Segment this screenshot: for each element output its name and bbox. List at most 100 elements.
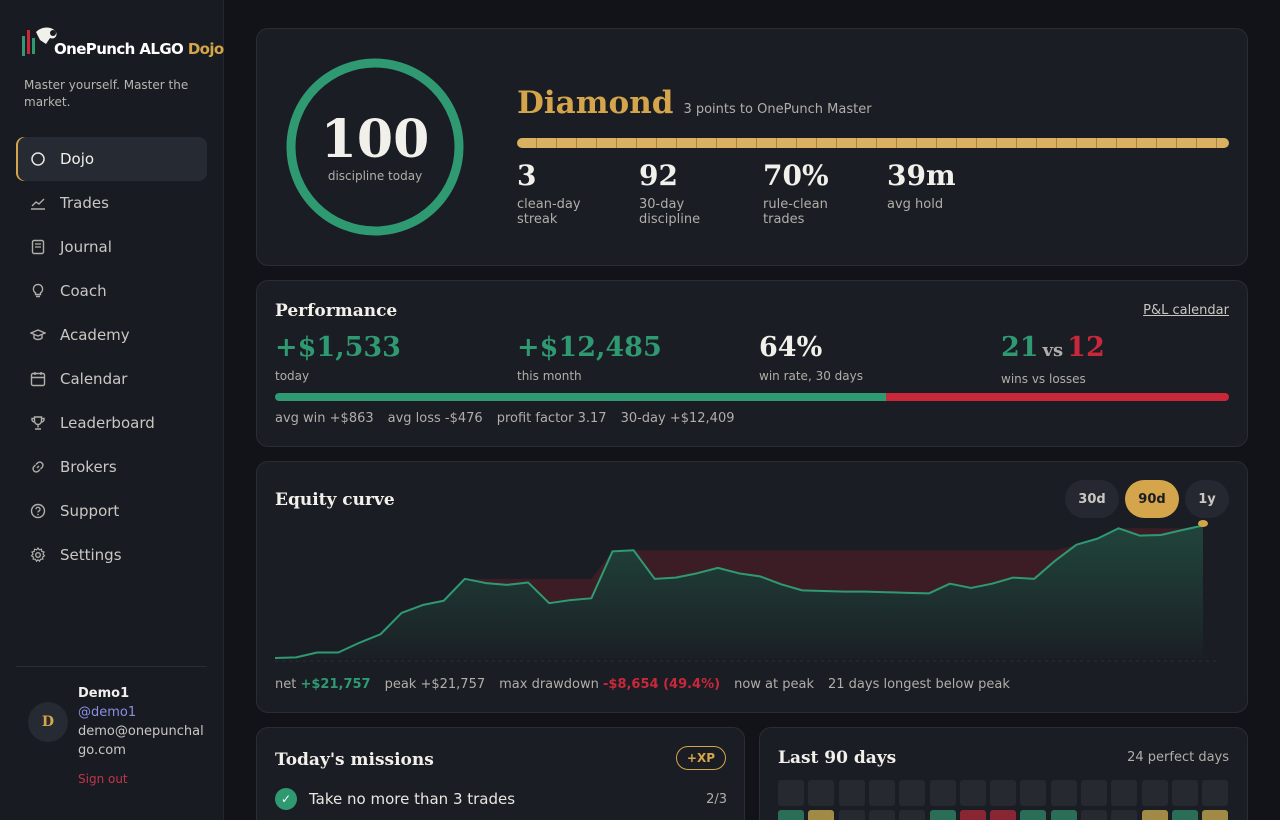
day-cell[interactable] xyxy=(1202,780,1229,806)
nav-item-coach[interactable]: Coach xyxy=(16,269,207,313)
day-cell[interactable] xyxy=(1171,780,1198,806)
performance-footer: avg win +$863 avg loss -$476 profit fact… xyxy=(275,411,749,426)
nav-item-trades[interactable]: Trades xyxy=(16,181,207,225)
nav-item-label: Trades xyxy=(60,194,109,212)
day-cell[interactable] xyxy=(1050,780,1077,806)
day-cell[interactable] xyxy=(1111,780,1138,806)
day-cell[interactable] xyxy=(1050,810,1077,820)
rank-progress-bar xyxy=(517,138,1229,148)
day-cell[interactable] xyxy=(808,780,835,806)
day-cell[interactable] xyxy=(838,810,865,820)
nav-item-label: Brokers xyxy=(60,458,117,476)
link-icon xyxy=(32,461,44,473)
losses-count: 12 xyxy=(1067,332,1105,363)
day-cell[interactable] xyxy=(808,810,835,820)
app-logo[interactable]: OnePunch ALGO Dojo xyxy=(20,22,224,60)
day-cell[interactable] xyxy=(838,780,865,806)
metric-wins-vs-losses: 21 vs 12 wins vs losses xyxy=(1001,331,1105,386)
lightbulb-icon xyxy=(32,283,44,298)
last-90-days-card: Last 90 days 24 perfect days xyxy=(759,727,1248,820)
nav-item-label: Settings xyxy=(60,546,122,564)
day-cell[interactable] xyxy=(929,810,956,820)
stat-avg-hold: 39m avg hold xyxy=(887,159,956,227)
metric-this-month: +$12,485 this month xyxy=(517,331,662,383)
day-cell[interactable] xyxy=(778,810,804,820)
day-cell[interactable] xyxy=(1202,810,1229,820)
notebook-icon xyxy=(31,239,45,255)
nav-item-journal[interactable]: Journal xyxy=(16,225,207,269)
sign-out-link[interactable]: Sign out xyxy=(78,772,128,786)
avg-win: avg win +$863 xyxy=(275,411,374,426)
equity-curve-card: Equity curve 30d 90d 1y net +$21,757 pea… xyxy=(256,461,1248,713)
current-equity-marker xyxy=(1198,519,1208,527)
day-cell[interactable] xyxy=(899,810,926,820)
day-cell[interactable] xyxy=(868,780,895,806)
nav-item-calendar[interactable]: Calendar xyxy=(16,357,207,401)
loss-segment xyxy=(885,393,1229,401)
discipline-ring-progress xyxy=(286,58,464,236)
day-cell[interactable] xyxy=(990,810,1017,820)
day-cell[interactable] xyxy=(959,780,986,806)
stat-value: 39m xyxy=(887,159,956,192)
stat-value: 70% xyxy=(763,159,829,192)
day-cell[interactable] xyxy=(1171,810,1198,820)
metric-label: today xyxy=(275,369,310,383)
xp-badge: +XP xyxy=(675,746,726,770)
nav-item-dojo[interactable]: Dojo xyxy=(16,137,207,181)
day-cell[interactable] xyxy=(1081,780,1107,806)
profit-factor: profit factor 3.17 xyxy=(496,411,607,426)
circle-icon xyxy=(31,152,45,166)
net-stat: net +$21,757 xyxy=(275,677,371,692)
drawdown-area xyxy=(275,525,1203,658)
metric-value: 64% xyxy=(759,332,823,363)
nav-item-label: Academy xyxy=(60,326,130,344)
graduation-cap-icon xyxy=(30,329,46,341)
nav-item-settings[interactable]: Settings xyxy=(16,533,207,577)
day-cell[interactable] xyxy=(868,810,895,820)
trophy-icon xyxy=(31,416,45,430)
day-cell[interactable] xyxy=(1020,780,1047,806)
range-tab-90d[interactable]: 90d xyxy=(1125,480,1179,518)
equity-chart xyxy=(275,519,1219,662)
nav-item-label: Calendar xyxy=(60,370,128,388)
nav-item-label: Leaderboard xyxy=(60,414,155,432)
day-cell[interactable] xyxy=(959,810,986,820)
stat-value: 3 xyxy=(517,159,537,192)
day-cell[interactable] xyxy=(1141,780,1168,806)
day-cell[interactable] xyxy=(929,780,956,806)
rank: Diamond 3 points to OnePunch Master xyxy=(517,85,872,121)
day-cell[interactable] xyxy=(1020,810,1047,820)
day-cell[interactable] xyxy=(899,780,926,806)
nav-item-brokers[interactable]: Brokers xyxy=(16,445,207,489)
perfect-days-count: 24 perfect days xyxy=(1127,750,1229,765)
metric-label: win rate, 30 days xyxy=(759,369,863,383)
day-cell[interactable] xyxy=(1111,810,1138,820)
stat-label: rule-clean trades xyxy=(763,197,828,227)
range-tab-30d[interactable]: 30d xyxy=(1065,480,1119,518)
net-value: +$21,757 xyxy=(300,677,371,692)
discipline-ring: 100 discipline today xyxy=(283,55,467,239)
day-cell[interactable] xyxy=(1081,810,1107,820)
stat-value: 92 xyxy=(639,159,678,192)
logo-text: OnePunch ALGO Dojo xyxy=(54,40,224,58)
stat-rule-clean-trades: 70% rule-clean trades xyxy=(763,159,869,227)
day-cell[interactable] xyxy=(778,780,804,806)
mission-item[interactable]: ✓ Take no more than 3 trades 2/3 xyxy=(275,788,727,810)
range-tab-1y[interactable]: 1y xyxy=(1185,480,1229,518)
logo-candlestick-fist-icon xyxy=(22,27,57,56)
peak-status: now at peak xyxy=(734,677,814,692)
main-nav: Dojo Trades Journal Coach Academy Calend… xyxy=(16,137,207,577)
discipline-hero-card: 100 discipline today Diamond 3 points to… xyxy=(256,28,1248,266)
missions-card: Today's missions +XP ✓ Take no more than… xyxy=(256,727,745,820)
avatar[interactable]: D xyxy=(28,702,68,742)
discipline-score-label: discipline today xyxy=(327,169,423,183)
pl-calendar-link[interactable]: P&L calendar xyxy=(1143,303,1229,318)
nav-item-support[interactable]: Support xyxy=(16,489,207,533)
nav-item-academy[interactable]: Academy xyxy=(16,313,207,357)
equity-area xyxy=(275,525,1203,658)
day-cell[interactable] xyxy=(1141,810,1168,820)
day-cell[interactable] xyxy=(990,780,1017,806)
wins-count: 21 xyxy=(1001,332,1039,363)
calendar-icon xyxy=(30,372,46,387)
nav-item-leaderboard[interactable]: Leaderboard xyxy=(16,401,207,445)
